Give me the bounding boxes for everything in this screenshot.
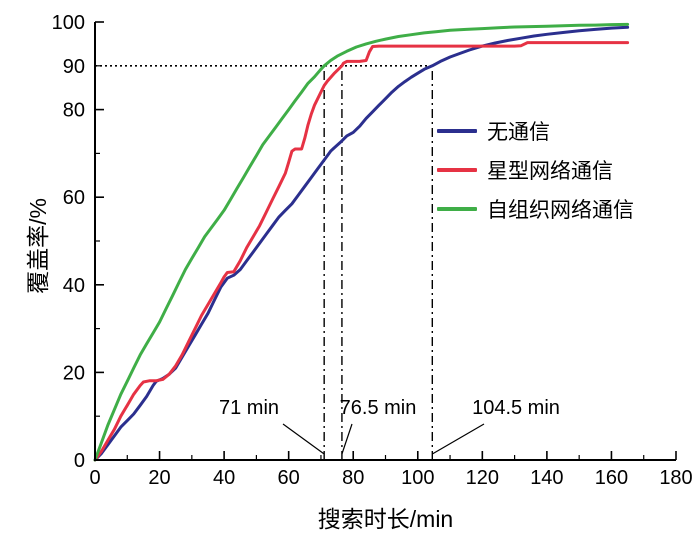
series-line-2 — [93, 22, 630, 462]
x-tick-label: 180 — [659, 467, 692, 489]
annotation-leader-line — [432, 423, 485, 455]
axes-spines — [94, 22, 676, 461]
annotation-label: 76.5 min — [340, 397, 417, 419]
x-tick-label: 80 — [342, 467, 364, 489]
y-tick-label: 80 — [63, 100, 85, 122]
y-tick-label: 40 — [63, 275, 85, 297]
legend-item-label: 自组织网络通信 — [487, 198, 634, 222]
y-axis-title: 覆盖率/% — [25, 198, 51, 294]
x-tick-label: 120 — [466, 467, 499, 489]
x-axis-title: 搜索时长/min — [317, 506, 454, 532]
legend: 无通信 星型网络通信 自组织网络通信 — [437, 118, 634, 235]
series-line-1 — [93, 41, 630, 462]
legend-item-label: 无通信 — [487, 120, 550, 144]
y-tick-label: 0 — [74, 450, 85, 472]
x-tick-label: 100 — [401, 467, 434, 489]
legend-line-swatch — [437, 128, 477, 133]
y-tick-label: 90 — [63, 56, 85, 78]
legend-item-label: 星型网络通信 — [487, 159, 613, 183]
annotation-leader-line — [282, 423, 325, 455]
x-tick-label: 60 — [278, 467, 300, 489]
legend-line-swatch — [437, 206, 477, 211]
x-tick-label: 40 — [213, 467, 235, 489]
y-tick-label: 20 — [63, 362, 85, 384]
annotation-leader-line — [341, 423, 353, 455]
x-tick-label: 160 — [595, 467, 628, 489]
x-tick-label: 20 — [148, 467, 170, 489]
y-tick-label: 100 — [52, 12, 85, 34]
x-tick-label: 140 — [530, 467, 563, 489]
legend-item: 自组织网络通信 — [437, 196, 634, 222]
legend-item: 星型网络通信 — [437, 157, 634, 183]
x-tick-label: 0 — [89, 467, 100, 489]
series-line-0 — [93, 25, 630, 462]
annotation-label: 71 min — [219, 397, 279, 419]
legend-item: 无通信 — [437, 118, 634, 144]
annotation-label: 104.5 min — [472, 397, 560, 419]
y-tick-label: 60 — [63, 187, 85, 209]
legend-line-swatch — [437, 167, 477, 172]
